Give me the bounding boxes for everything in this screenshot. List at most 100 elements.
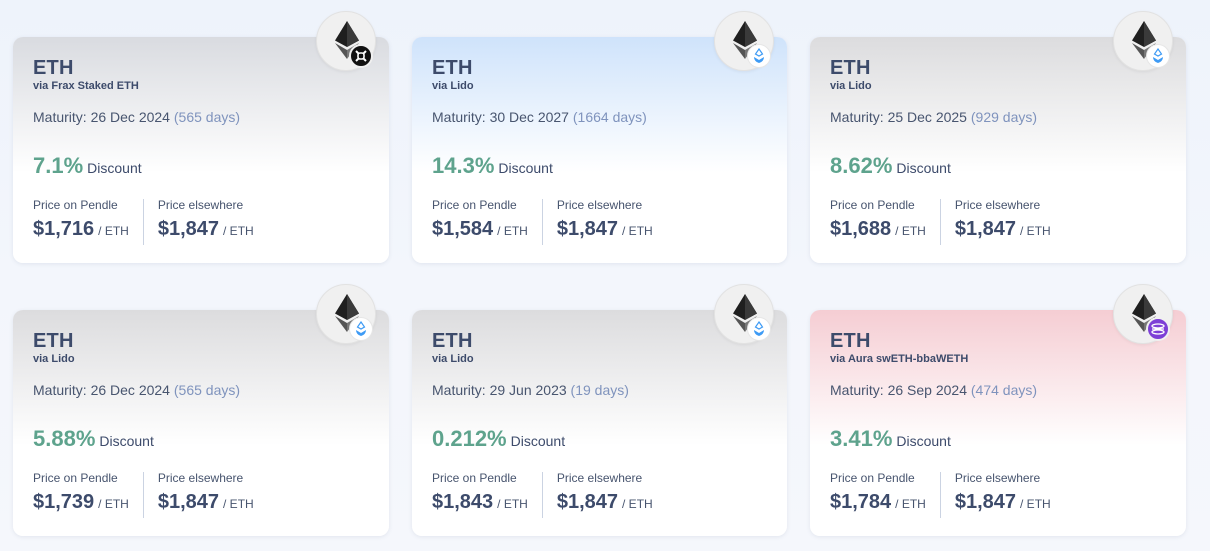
price-row: Price on Pendle $1,843/ ETH Price elsewh… — [432, 471, 653, 518]
asset-source: via Lido — [432, 80, 474, 92]
price-unit: / ETH — [622, 224, 653, 238]
asset-source: via Frax Staked ETH — [33, 80, 139, 92]
maturity-label: Maturity: — [432, 109, 490, 125]
maturity-date: 29 Jun 2023 — [489, 382, 567, 398]
price-elsewhere: Price elsewhere $1,847/ ETH — [557, 471, 653, 518]
price-elsewhere-value: $1,847 — [556, 491, 619, 513]
price-on-pendle-label: Price on Pendle — [432, 198, 517, 212]
price-elsewhere: Price elsewhere $1,847/ ETH — [557, 198, 653, 245]
days-remaining: (929 days) — [970, 109, 1038, 125]
days-remaining: (19 days) — [570, 382, 629, 398]
price-unit: / ETH — [895, 224, 926, 238]
price-elsewhere-label: Price elsewhere — [954, 198, 1041, 212]
price-elsewhere-value: $1,847 — [157, 218, 220, 240]
card-background — [13, 37, 389, 263]
price-on-pendle-label: Price on Pendle — [830, 198, 915, 212]
price-unit: / ETH — [223, 497, 254, 511]
days-remaining: (1664 days) — [572, 109, 647, 125]
discount-line: 0.212% Discount — [432, 426, 767, 452]
lido-icon — [1146, 44, 1170, 68]
price-elsewhere: Price elsewhere $1,847/ ETH — [158, 471, 254, 518]
price-divider — [541, 472, 543, 518]
price-row: Price on Pendle $1,784/ ETH Price elsewh… — [830, 471, 1051, 518]
price-divider — [142, 472, 144, 518]
price-unit: / ETH — [1020, 497, 1051, 511]
price-on-pendle-value: $1,716 — [33, 218, 95, 240]
discount-value: 0.212% — [432, 426, 507, 451]
discount-value: 14.3% — [432, 153, 495, 178]
lido-icon — [747, 44, 771, 68]
price-elsewhere: Price elsewhere $1,847/ ETH — [955, 471, 1051, 518]
maturity-date: 26 Dec 2024 — [90, 109, 170, 125]
maturity-line: Maturity: 26 Sep 2024 (474 days) — [830, 382, 1166, 398]
token-icon — [1113, 11, 1173, 71]
maturity-line: Maturity: 29 Jun 2023 (19 days) — [432, 382, 767, 398]
price-on-pendle-value: $1,584 — [432, 218, 494, 240]
maturity-line: Maturity: 30 Dec 2027 (1664 days) — [432, 109, 767, 125]
price-elsewhere-label: Price elsewhere — [157, 198, 244, 212]
price-row: Price on Pendle $1,716/ ETH Price elsewh… — [33, 198, 254, 245]
price-elsewhere-value: $1,847 — [157, 491, 220, 513]
asset-source: via Lido — [830, 80, 872, 92]
price-on-pendle-label: Price on Pendle — [33, 471, 118, 485]
card-background — [412, 310, 787, 536]
price-unit: / ETH — [497, 224, 528, 238]
price-unit: / ETH — [1020, 224, 1051, 238]
discount-line: 3.41% Discount — [830, 426, 1166, 452]
asset-name: ETH — [33, 330, 74, 352]
token-icon — [1113, 284, 1173, 344]
price-on-pendle: Price on Pendle $1,784/ ETH — [830, 471, 926, 518]
asset-source: via Lido — [432, 353, 474, 365]
price-unit: / ETH — [497, 497, 528, 511]
maturity-label: Maturity: — [33, 109, 91, 125]
price-divider — [142, 199, 144, 245]
market-card[interactable]: ETH via Aura swETH-bbaWETH Maturity: 26 … — [810, 284, 1186, 536]
asset-source: via Lido — [33, 353, 75, 365]
maturity-date: 26 Sep 2024 — [887, 382, 967, 398]
asset-name: ETH — [830, 330, 871, 352]
price-elsewhere: Price elsewhere $1,847/ ETH — [955, 198, 1051, 245]
maturity-label: Maturity: — [33, 382, 91, 398]
discount-value: 5.88% — [33, 426, 96, 451]
aura-icon — [1146, 317, 1170, 341]
price-unit: / ETH — [622, 497, 653, 511]
token-icon — [714, 11, 774, 71]
discount-value: 3.41% — [830, 426, 893, 451]
maturity-date: 26 Dec 2024 — [90, 382, 170, 398]
days-remaining: (565 days) — [173, 382, 241, 398]
price-on-pendle-label: Price on Pendle — [33, 198, 118, 212]
maturity-line: Maturity: 26 Dec 2024 (565 days) — [33, 109, 369, 125]
market-card[interactable]: ETH via Lido Maturity: 25 Dec 2025 (929 … — [810, 11, 1186, 263]
maturity-date: 25 Dec 2025 — [887, 109, 967, 125]
price-on-pendle-label: Price on Pendle — [830, 471, 915, 485]
lido-icon — [349, 317, 373, 341]
asset-name: ETH — [432, 57, 473, 79]
price-divider — [939, 472, 941, 518]
market-card[interactable]: ETH via Lido Maturity: 29 Jun 2023 (19 d… — [412, 284, 787, 536]
card-background — [13, 310, 389, 536]
price-on-pendle-value: $1,843 — [432, 491, 494, 513]
price-elsewhere-label: Price elsewhere — [556, 471, 643, 485]
market-card[interactable]: ETH via Frax Staked ETH Maturity: 26 Dec… — [13, 11, 389, 263]
discount-line: 5.88% Discount — [33, 426, 369, 452]
discount-value: 8.62% — [830, 153, 893, 178]
days-remaining: (474 days) — [970, 382, 1038, 398]
card-background — [412, 37, 787, 263]
days-remaining: (565 days) — [173, 109, 241, 125]
market-card[interactable]: ETH via Lido Maturity: 26 Dec 2024 (565 … — [13, 284, 389, 536]
market-card[interactable]: ETH via Lido Maturity: 30 Dec 2027 (1664… — [412, 11, 787, 263]
price-elsewhere-label: Price elsewhere — [954, 471, 1041, 485]
discount-label: Discount — [87, 160, 142, 176]
discount-line: 7.1% Discount — [33, 153, 369, 179]
discount-line: 8.62% Discount — [830, 153, 1166, 179]
token-icon — [316, 284, 376, 344]
asset-source: via Aura swETH-bbaWETH — [830, 353, 969, 365]
price-on-pendle-value: $1,784 — [830, 491, 892, 513]
maturity-line: Maturity: 25 Dec 2025 (929 days) — [830, 109, 1166, 125]
price-on-pendle: Price on Pendle $1,843/ ETH — [432, 471, 528, 518]
price-elsewhere-value: $1,847 — [954, 218, 1017, 240]
price-unit: / ETH — [98, 497, 129, 511]
lido-icon — [747, 317, 771, 341]
price-unit: / ETH — [98, 224, 129, 238]
token-icon — [714, 284, 774, 344]
